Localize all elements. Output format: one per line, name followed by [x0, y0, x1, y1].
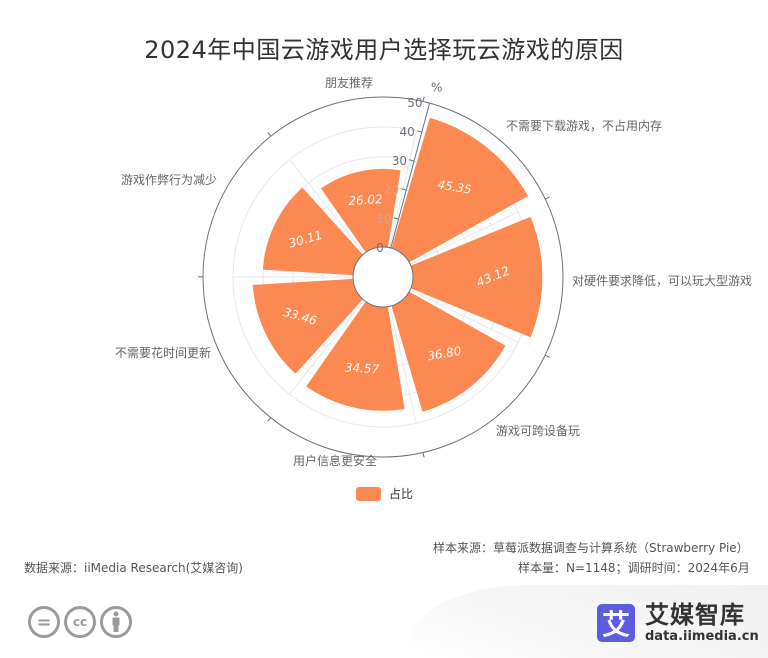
data-source: 数据来源：iiMedia Research(艾媒咨询)	[24, 561, 243, 575]
radial-axis-tick-label: 0	[376, 241, 384, 255]
radial-axis-tick	[401, 188, 407, 191]
logo-mark-icon: 艾	[597, 604, 635, 642]
angle-axis-tick	[544, 354, 550, 358]
logo-name: 艾媒智库	[645, 601, 745, 629]
bar-sector[interactable]	[320, 168, 401, 253]
sample-source: 样本来源：草莓派数据调查与计算系统（Strawberry Pie）	[433, 541, 749, 555]
radial-axis-tick-label: 30	[392, 154, 407, 168]
person-glyph	[112, 611, 120, 632]
radial-axis-tick-label: 40	[400, 125, 415, 139]
grid-spoke	[409, 211, 519, 265]
category-label: 游戏作弊行为减少	[121, 173, 218, 187]
category-label: 朋友推荐	[325, 76, 374, 90]
radial-axis-tick-label: 10	[376, 212, 391, 226]
radial-axis-tick	[416, 130, 422, 133]
radial-axis-tick	[409, 159, 415, 162]
bar-sector[interactable]	[262, 187, 363, 276]
bar-sector[interactable]	[306, 301, 405, 411]
cc-icon: cc	[64, 606, 96, 638]
bar-value-label: 45.35	[436, 177, 472, 197]
angle-axis-tick	[267, 417, 272, 422]
footer-band	[408, 585, 768, 658]
angle-axis-tick	[544, 196, 550, 200]
radial-axis-unit: %	[431, 81, 442, 95]
radial-axis-tick	[385, 246, 391, 249]
angle-axis-circle	[202, 96, 564, 458]
radial-axis-tick	[424, 101, 430, 104]
bar-sector[interactable]	[252, 278, 363, 374]
iimedia-logo[interactable]: 艾 艾媒智库 data.iimedia.cn	[597, 603, 759, 643]
legend-label: 占比	[389, 487, 414, 501]
bar-sector[interactable]	[410, 216, 543, 338]
inner-circle	[352, 246, 414, 308]
equals-icon: =	[28, 606, 60, 638]
bar-sector[interactable]	[391, 117, 528, 263]
radial-axis-tick	[393, 217, 399, 220]
bar-value-label: 26.02	[348, 192, 383, 208]
grid-spoke	[409, 289, 519, 343]
category-label: 不需要下载游戏，不占用内存	[506, 119, 663, 133]
grid-spoke	[289, 300, 365, 395]
bar-sector[interactable]	[391, 291, 506, 412]
sample-info: 样本量：N=1148；调研时间：2024年6月	[518, 561, 750, 575]
radial-axis-tick-label: 50	[407, 96, 422, 110]
grid-spoke	[289, 159, 365, 254]
chart-title: 2024年中国云游戏用户选择玩云游戏的原因	[144, 36, 624, 64]
bar-value-label: 36.80	[426, 344, 463, 364]
polar-bar-chart: 45.3543.1236.8034.5733.4630.1126.0201020…	[197, 81, 564, 458]
bar-value-label: 34.57	[344, 360, 379, 376]
legend[interactable]: 占比	[356, 485, 413, 502]
license-icons: = cc	[28, 606, 132, 638]
category-label: 用户信息更安全	[293, 454, 378, 468]
radial-axis-line	[390, 103, 431, 249]
angle-axis-tick	[267, 131, 272, 137]
logo-url: data.iimedia.cn	[645, 629, 759, 644]
legend-swatch	[356, 486, 381, 501]
angle-axis-tick	[422, 96, 425, 102]
grid-spoke	[389, 306, 417, 424]
category-label: 不需要花时间更新	[115, 346, 212, 360]
person-icon	[100, 606, 132, 638]
radial-axis-tick-label: 20	[384, 183, 399, 197]
category-label: 对硬件要求降低，可以玩大型游戏	[572, 274, 753, 288]
category-label: 游戏可跨设备玩	[496, 424, 581, 438]
angle-axis-tick	[422, 452, 425, 458]
